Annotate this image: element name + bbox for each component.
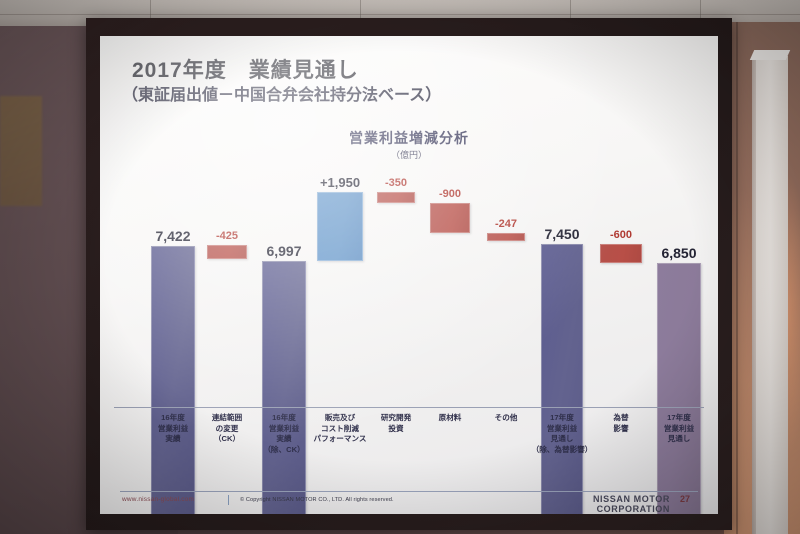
footer-divider (120, 491, 698, 492)
page-subtitle: （東証届出値－中国合弁会社持分法ベース） (122, 87, 442, 104)
footer-copyright: © Copyright NISSAN MOTOR CO., LTD. All r… (240, 497, 394, 503)
wall-left-patch (0, 96, 42, 206)
chart-bar (657, 263, 701, 514)
page-title: 2017年度 業績見通し (132, 59, 359, 82)
chart-baseline-axis (114, 407, 704, 408)
chart-bar (600, 244, 642, 263)
footer-separator (228, 495, 229, 505)
chart-bar-value-label: 6,850 (661, 245, 697, 261)
wall-seam (736, 22, 738, 534)
chart-bar (377, 192, 415, 203)
presentation-slide: 2017年度 業績見通し （東証届出値－中国合弁会社持分法ベース） 営業利益増減… (100, 36, 718, 514)
chart-bar-value-label: -600 (609, 229, 633, 241)
pillar-top (749, 50, 791, 60)
waterfall-chart-plot-area: 7,422 -425 6,997 +1,950 -350 -900 -247 7,450 -60… (114, 164, 704, 514)
chart-unit-label: （億円） (390, 150, 427, 160)
footer-brand: NISSAN MOTOR CORPORATION (592, 494, 670, 514)
footer-url[interactable]: www.nissan-global.com (122, 496, 195, 503)
chart-bar (262, 261, 306, 514)
pillar-edge (752, 56, 758, 534)
chart-bar (207, 245, 247, 259)
chart-bar (541, 244, 583, 514)
footer-page-number: 27 (680, 494, 691, 504)
chart-bar (430, 203, 470, 233)
chart-bar (151, 246, 195, 514)
pillar (756, 56, 788, 534)
chart-bar (317, 192, 363, 261)
chart-bar-value-label: -900 (438, 188, 462, 200)
chart-title: 営業利益増減分析 (349, 130, 469, 146)
chart-bar-value-label: -425 (215, 230, 239, 242)
chart-bar-value-label: 6,997 (266, 243, 302, 259)
chart-bar (487, 233, 525, 241)
chart-category-label: 17年度 営業利益 見通し (663, 413, 695, 443)
